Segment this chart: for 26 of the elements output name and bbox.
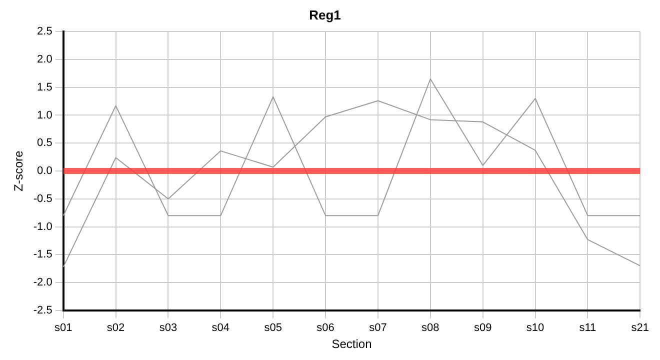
y-tick-label: 2.0 [37,54,52,66]
y-tick-label: 0.0 [37,165,52,178]
x-tick-label: s04 [212,322,230,334]
y-tick-label: 0.5 [37,137,52,150]
y-tick-label: -1.5 [33,248,52,261]
x-tick-label: s01 [54,322,72,334]
y-tick-label: 1.0 [37,109,52,122]
x-tick-label: s10 [526,322,544,334]
x-tick-label: s02 [106,322,125,334]
x-tick-label: s07 [369,322,387,334]
x-axis-title: Section [332,337,372,352]
x-tick-label: s05 [264,322,282,334]
y-axis-title: Z-score [12,150,26,192]
x-tick-label: s03 [159,322,178,334]
y-tick-label: 1.5 [37,81,52,94]
x-tick-label: s21 [631,322,650,334]
y-tick-label: -0.5 [33,192,52,205]
y-tick-label: -1.0 [33,220,52,233]
x-tick-label: s08 [422,322,440,334]
x-tick-label: s11 [579,322,596,334]
y-tick-label: 2.5 [37,26,52,38]
x-tick-label: s09 [474,322,492,334]
y-tick-label: -2.0 [33,276,52,289]
x-tick-label: s06 [316,322,334,334]
y-tick-label: -2.5 [33,304,52,316]
chart-title: Reg1 [309,7,341,22]
